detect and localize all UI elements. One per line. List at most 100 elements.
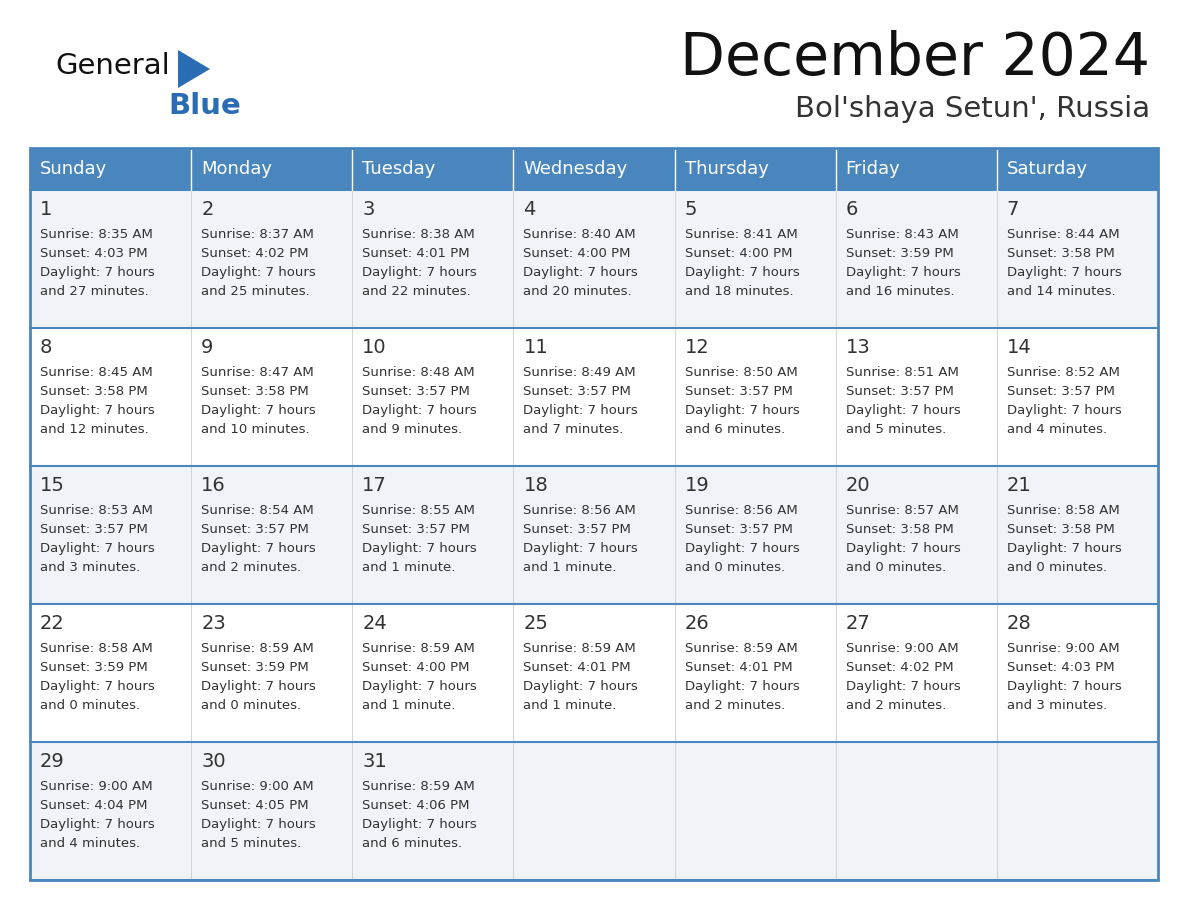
Text: Sunset: 3:58 PM: Sunset: 3:58 PM bbox=[846, 523, 954, 536]
Bar bbox=[835, 328, 997, 466]
Text: 10: 10 bbox=[362, 338, 387, 357]
Text: and 16 minutes.: and 16 minutes. bbox=[846, 285, 954, 298]
Bar bbox=[675, 742, 835, 880]
Text: Friday: Friday bbox=[846, 160, 901, 178]
Text: Sunset: 4:00 PM: Sunset: 4:00 PM bbox=[524, 247, 631, 260]
Bar bbox=[835, 148, 997, 190]
Text: 5: 5 bbox=[684, 200, 697, 219]
Text: and 5 minutes.: and 5 minutes. bbox=[846, 423, 946, 436]
Text: Sunset: 3:58 PM: Sunset: 3:58 PM bbox=[201, 385, 309, 398]
Bar bbox=[353, 148, 513, 190]
Text: and 9 minutes.: and 9 minutes. bbox=[362, 423, 462, 436]
Text: and 18 minutes.: and 18 minutes. bbox=[684, 285, 794, 298]
Text: and 3 minutes.: and 3 minutes. bbox=[40, 561, 140, 574]
Text: and 6 minutes.: and 6 minutes. bbox=[362, 837, 462, 850]
Text: 1: 1 bbox=[40, 200, 52, 219]
Text: Bol'shaya Setun', Russia: Bol'shaya Setun', Russia bbox=[795, 95, 1150, 123]
Bar bbox=[835, 604, 997, 742]
Text: 28: 28 bbox=[1007, 614, 1031, 633]
Text: Daylight: 7 hours: Daylight: 7 hours bbox=[362, 818, 478, 831]
Bar bbox=[191, 466, 353, 604]
Text: and 0 minutes.: and 0 minutes. bbox=[1007, 561, 1107, 574]
Text: Sunset: 3:57 PM: Sunset: 3:57 PM bbox=[684, 523, 792, 536]
Text: Daylight: 7 hours: Daylight: 7 hours bbox=[201, 404, 316, 417]
Text: Sunset: 3:59 PM: Sunset: 3:59 PM bbox=[846, 247, 954, 260]
Text: and 2 minutes.: and 2 minutes. bbox=[201, 561, 302, 574]
Text: Sunset: 4:01 PM: Sunset: 4:01 PM bbox=[362, 247, 470, 260]
Text: Sunset: 4:02 PM: Sunset: 4:02 PM bbox=[846, 661, 953, 674]
Bar bbox=[675, 190, 835, 328]
Bar bbox=[513, 466, 675, 604]
Text: Sunset: 3:59 PM: Sunset: 3:59 PM bbox=[40, 661, 147, 674]
Text: Daylight: 7 hours: Daylight: 7 hours bbox=[201, 542, 316, 555]
Text: 4: 4 bbox=[524, 200, 536, 219]
Text: and 2 minutes.: and 2 minutes. bbox=[684, 699, 785, 712]
Bar bbox=[30, 148, 1158, 880]
Text: Sunrise: 8:50 AM: Sunrise: 8:50 AM bbox=[684, 366, 797, 379]
Text: Sunrise: 9:00 AM: Sunrise: 9:00 AM bbox=[201, 780, 314, 793]
Text: Sunrise: 8:55 AM: Sunrise: 8:55 AM bbox=[362, 504, 475, 517]
Text: General: General bbox=[55, 52, 170, 80]
Bar bbox=[191, 604, 353, 742]
Text: 8: 8 bbox=[40, 338, 52, 357]
Text: 2: 2 bbox=[201, 200, 214, 219]
Text: Wednesday: Wednesday bbox=[524, 160, 627, 178]
Text: 27: 27 bbox=[846, 614, 871, 633]
Text: Sunrise: 9:00 AM: Sunrise: 9:00 AM bbox=[846, 642, 959, 655]
Text: and 20 minutes.: and 20 minutes. bbox=[524, 285, 632, 298]
Text: Daylight: 7 hours: Daylight: 7 hours bbox=[684, 680, 800, 693]
Text: and 7 minutes.: and 7 minutes. bbox=[524, 423, 624, 436]
Text: 12: 12 bbox=[684, 338, 709, 357]
Bar bbox=[835, 190, 997, 328]
Text: 9: 9 bbox=[201, 338, 214, 357]
Bar bbox=[30, 148, 191, 190]
Text: Daylight: 7 hours: Daylight: 7 hours bbox=[362, 542, 478, 555]
Text: and 1 minute.: and 1 minute. bbox=[362, 699, 456, 712]
Text: Saturday: Saturday bbox=[1007, 160, 1088, 178]
Text: Sunset: 3:57 PM: Sunset: 3:57 PM bbox=[684, 385, 792, 398]
Text: Daylight: 7 hours: Daylight: 7 hours bbox=[362, 404, 478, 417]
Text: Sunrise: 8:45 AM: Sunrise: 8:45 AM bbox=[40, 366, 153, 379]
Text: Sunset: 3:58 PM: Sunset: 3:58 PM bbox=[1007, 247, 1114, 260]
Text: Daylight: 7 hours: Daylight: 7 hours bbox=[1007, 404, 1121, 417]
Text: 18: 18 bbox=[524, 476, 548, 495]
Text: Thursday: Thursday bbox=[684, 160, 769, 178]
Bar bbox=[513, 604, 675, 742]
Text: and 3 minutes.: and 3 minutes. bbox=[1007, 699, 1107, 712]
Text: Sunrise: 8:41 AM: Sunrise: 8:41 AM bbox=[684, 228, 797, 241]
Bar bbox=[513, 148, 675, 190]
Text: 24: 24 bbox=[362, 614, 387, 633]
Text: Sunset: 4:04 PM: Sunset: 4:04 PM bbox=[40, 799, 147, 812]
Text: and 6 minutes.: and 6 minutes. bbox=[684, 423, 785, 436]
Text: Sunday: Sunday bbox=[40, 160, 107, 178]
Text: Sunset: 4:00 PM: Sunset: 4:00 PM bbox=[362, 661, 469, 674]
Bar bbox=[997, 328, 1158, 466]
Text: Sunset: 4:01 PM: Sunset: 4:01 PM bbox=[524, 661, 631, 674]
Text: Daylight: 7 hours: Daylight: 7 hours bbox=[362, 266, 478, 279]
Text: Daylight: 7 hours: Daylight: 7 hours bbox=[1007, 680, 1121, 693]
Text: Sunrise: 8:44 AM: Sunrise: 8:44 AM bbox=[1007, 228, 1119, 241]
Text: Daylight: 7 hours: Daylight: 7 hours bbox=[40, 404, 154, 417]
Polygon shape bbox=[178, 50, 210, 88]
Bar bbox=[997, 148, 1158, 190]
Text: and 4 minutes.: and 4 minutes. bbox=[40, 837, 140, 850]
Text: Daylight: 7 hours: Daylight: 7 hours bbox=[201, 266, 316, 279]
Text: 29: 29 bbox=[40, 752, 65, 771]
Text: Sunrise: 8:37 AM: Sunrise: 8:37 AM bbox=[201, 228, 314, 241]
Text: 19: 19 bbox=[684, 476, 709, 495]
Text: Sunset: 4:02 PM: Sunset: 4:02 PM bbox=[201, 247, 309, 260]
Text: Daylight: 7 hours: Daylight: 7 hours bbox=[1007, 266, 1121, 279]
Text: Daylight: 7 hours: Daylight: 7 hours bbox=[846, 542, 960, 555]
Text: Daylight: 7 hours: Daylight: 7 hours bbox=[684, 266, 800, 279]
Text: Sunrise: 8:59 AM: Sunrise: 8:59 AM bbox=[362, 642, 475, 655]
Text: Sunset: 3:57 PM: Sunset: 3:57 PM bbox=[1007, 385, 1114, 398]
Text: Daylight: 7 hours: Daylight: 7 hours bbox=[524, 542, 638, 555]
Text: Daylight: 7 hours: Daylight: 7 hours bbox=[40, 818, 154, 831]
Text: Daylight: 7 hours: Daylight: 7 hours bbox=[40, 542, 154, 555]
Bar bbox=[675, 604, 835, 742]
Text: Tuesday: Tuesday bbox=[362, 160, 436, 178]
Bar bbox=[353, 328, 513, 466]
Text: Sunset: 4:05 PM: Sunset: 4:05 PM bbox=[201, 799, 309, 812]
Text: 7: 7 bbox=[1007, 200, 1019, 219]
Text: Sunrise: 8:59 AM: Sunrise: 8:59 AM bbox=[362, 780, 475, 793]
